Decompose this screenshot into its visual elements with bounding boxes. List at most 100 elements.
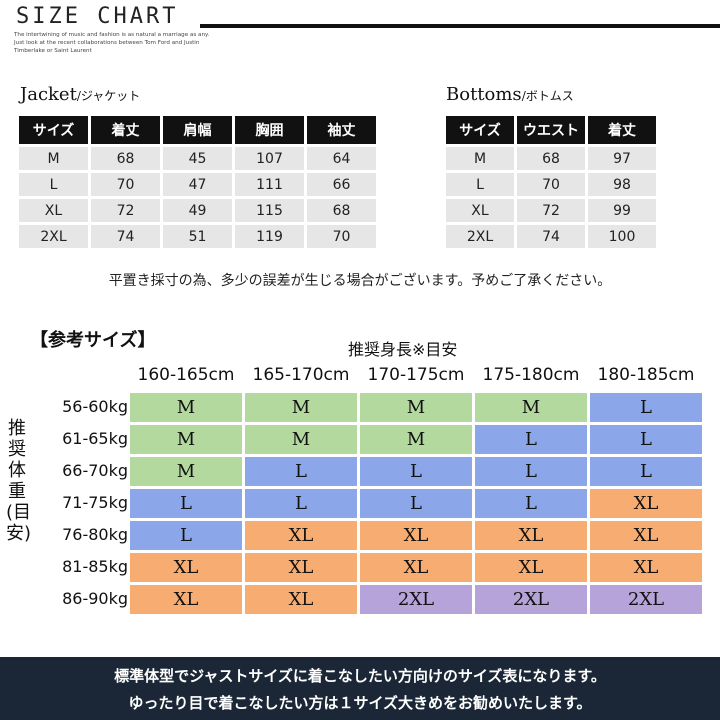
table-row: 2XL 74 51 119 70 [19, 225, 376, 248]
size-cell: XL [245, 585, 357, 614]
size-cell: M [130, 425, 242, 454]
table-cell: XL [19, 199, 88, 222]
size-cell: XL [245, 521, 357, 550]
table-cell: 2XL [19, 225, 88, 248]
table-row: M 68 97 [446, 147, 656, 170]
table-cell: 111 [235, 173, 304, 196]
table-cell: 68 [91, 147, 160, 170]
size-cell: XL [590, 553, 702, 582]
table-cell: 72 [517, 199, 585, 222]
size-cell: L [245, 489, 357, 518]
jacket-title-jp: /ジャケット [76, 89, 141, 103]
banner-line-1: 標準体型でジャストサイズに着こなしたい方向けのサイズ表になります。 [114, 667, 606, 685]
jacket-title: Jacket [20, 84, 77, 105]
reference-size-title: 【参考サイズ】 [30, 330, 156, 351]
table-cell: 70 [91, 173, 160, 196]
table-cell: 115 [235, 199, 304, 222]
jacket-header-sleeve: 袖丈 [307, 116, 376, 144]
size-cell: L [130, 489, 242, 518]
table-cell: 51 [163, 225, 232, 248]
weight-row-label: 86-90kg [62, 589, 128, 608]
height-column-label: 180-185cm [597, 365, 695, 385]
recommendation-banner: 標準体型でジャストサイズに着こなしたい方向けのサイズ表になります。 ゆったり目で… [0, 657, 720, 720]
weight-row-label: 81-85kg [62, 557, 128, 576]
table-cell: 107 [235, 147, 304, 170]
size-cell: L [130, 521, 242, 550]
table-cell: 119 [235, 225, 304, 248]
height-column-label: 175-180cm [482, 365, 580, 385]
table-cell: 47 [163, 173, 232, 196]
table-cell: 2XL [446, 225, 514, 248]
jacket-header-chest: 胸囲 [235, 116, 304, 144]
size-cell: 2XL [590, 585, 702, 614]
size-cell: L [475, 457, 587, 486]
size-cell: M [245, 425, 357, 454]
weight-row-label: 76-80kg [62, 525, 128, 544]
recommended-height-title: 推奨身長※目安 [348, 340, 458, 359]
bottoms-title-jp: /ボトムス [521, 89, 574, 103]
size-cell: XL [475, 553, 587, 582]
bottoms-header-length: 着丈 [588, 116, 656, 144]
table-cell: 100 [588, 225, 656, 248]
table-row: M 68 45 107 64 [19, 147, 376, 170]
size-cell: XL [360, 553, 472, 582]
jacket-heading: Jacket/ジャケット [20, 84, 140, 105]
weight-row-label: 71-75kg [62, 493, 128, 512]
height-column-label: 165-170cm [252, 365, 350, 385]
table-cell: XL [446, 199, 514, 222]
size-cell: L [590, 425, 702, 454]
size-cell: L [360, 489, 472, 518]
recommended-weight-title: 推奨体重(目安) [6, 418, 32, 544]
jacket-header-length: 着丈 [91, 116, 160, 144]
banner-line-2: ゆったり目で着こなしたい方は１サイズ大きめをお勧めいたします。 [128, 694, 592, 712]
size-cell: XL [130, 553, 242, 582]
size-cell: XL [245, 553, 357, 582]
table-cell: 49 [163, 199, 232, 222]
size-cell: M [360, 425, 472, 454]
size-cell: 2XL [360, 585, 472, 614]
bottoms-header-size: サイズ [446, 116, 514, 144]
jacket-header-shoulder: 肩幅 [163, 116, 232, 144]
size-cell: XL [590, 521, 702, 550]
table-cell: 99 [588, 199, 656, 222]
table-row: L 70 47 111 66 [19, 173, 376, 196]
table-cell: 97 [588, 147, 656, 170]
table-row: XL 72 99 [446, 199, 656, 222]
size-cell: L [475, 425, 587, 454]
size-cell: XL [130, 585, 242, 614]
table-cell: 72 [91, 199, 160, 222]
size-chart-title: SIZE CHART [16, 4, 179, 29]
table-row: XL 72 49 115 68 [19, 199, 376, 222]
table-cell: 74 [517, 225, 585, 248]
table-cell: L [446, 173, 514, 196]
weight-row-label: 66-70kg [62, 461, 128, 480]
table-row: 2XL 74 100 [446, 225, 656, 248]
table-cell: 68 [517, 147, 585, 170]
bottoms-heading: Bottoms/ボトムス [446, 84, 574, 105]
table-cell: 66 [307, 173, 376, 196]
size-cell: L [590, 393, 702, 422]
size-cell: M [245, 393, 357, 422]
size-cell: M [130, 393, 242, 422]
size-cell: 2XL [475, 585, 587, 614]
size-cell: XL [360, 521, 472, 550]
table-cell: 70 [307, 225, 376, 248]
table-cell: 70 [517, 173, 585, 196]
size-cell: L [590, 457, 702, 486]
weight-row-label: 61-65kg [62, 429, 128, 448]
height-column-label: 160-165cm [137, 365, 235, 385]
size-cell: M [475, 393, 587, 422]
height-column-label: 170-175cm [367, 365, 465, 385]
size-cell: XL [475, 521, 587, 550]
size-cell: L [475, 489, 587, 518]
bottoms-header-waist: ウエスト [517, 116, 585, 144]
size-cell: L [245, 457, 357, 486]
table-cell: 64 [307, 147, 376, 170]
jacket-header-size: サイズ [19, 116, 88, 144]
measurement-note: 平置き採寸の為、多少の誤差が生じる場合がございます。予めご了承ください。 [108, 273, 612, 289]
table-cell: M [19, 147, 88, 170]
size-cell: XL [590, 489, 702, 518]
table-cell: 45 [163, 147, 232, 170]
title-divider [200, 24, 720, 28]
table-cell: 74 [91, 225, 160, 248]
